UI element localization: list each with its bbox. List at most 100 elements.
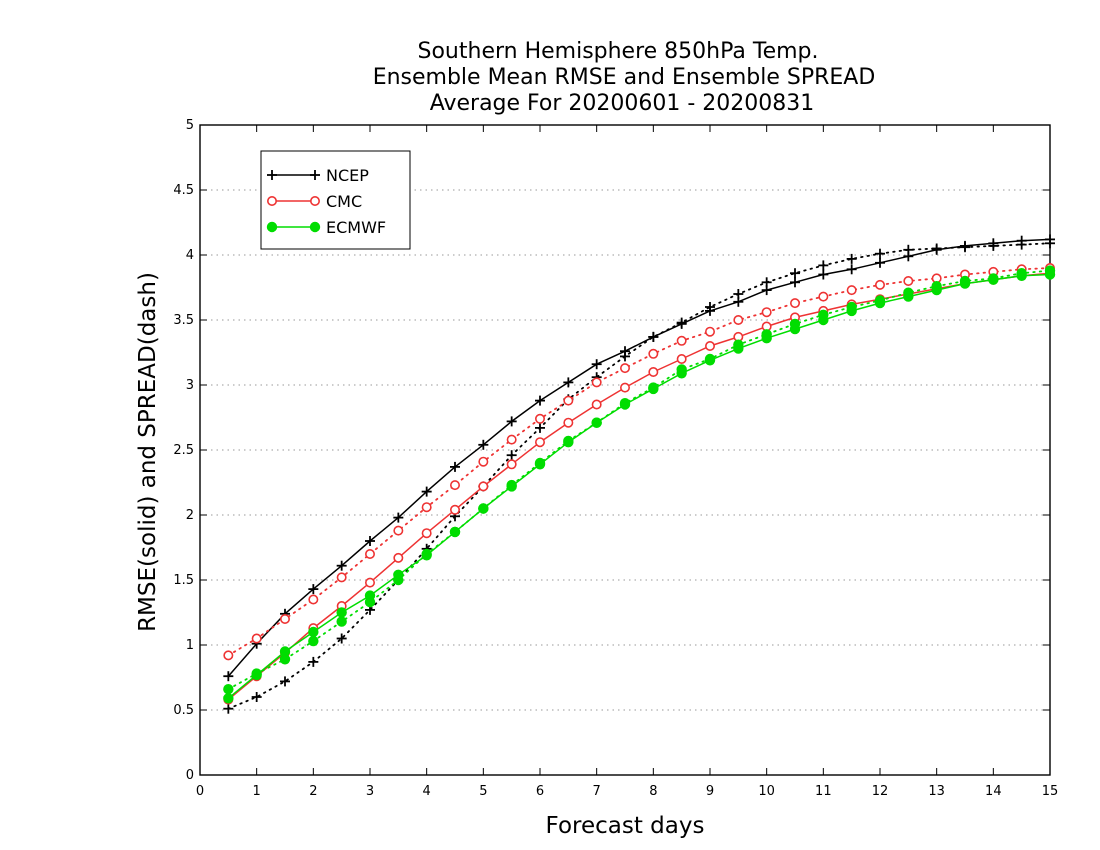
point-cmc-spread xyxy=(393,525,404,536)
legend-label-cmc: CMC xyxy=(326,192,362,211)
point-cmc-spread xyxy=(846,285,857,296)
point-cmc-spread xyxy=(676,335,687,346)
point-ecmwf-spread xyxy=(251,668,262,679)
point-cmc-spread xyxy=(789,298,800,309)
y-tick-label: 1.5 xyxy=(173,573,194,588)
point-ncep-rmse xyxy=(450,461,460,472)
point-ncep-spread xyxy=(875,248,885,259)
point-ncep-spread xyxy=(676,317,687,328)
point-ecmwf-spread xyxy=(874,295,886,306)
point-cmc-rmse xyxy=(704,340,715,351)
legend-item-ecmwf: ECMWF xyxy=(266,218,386,237)
point-ncep-spread xyxy=(336,633,347,644)
point-cmc-rmse xyxy=(534,437,545,448)
point-ecmwf-spread xyxy=(393,574,404,586)
point-ecmwf-spread xyxy=(619,398,631,409)
point-ecmwf-spread xyxy=(279,654,291,665)
y-tick-label: 4.5 xyxy=(173,183,194,198)
point-cmc-rmse xyxy=(393,552,404,563)
point-ncep-rmse xyxy=(591,359,602,370)
chart-title-line-3: Average For 20200601 - 20200831 xyxy=(430,91,815,116)
point-cmc-spread xyxy=(449,480,460,491)
legend-marker-cmc xyxy=(309,196,320,207)
series-layer xyxy=(223,234,1056,714)
point-cmc-spread xyxy=(733,314,744,325)
point-ecmwf-spread xyxy=(704,353,716,365)
legend-marker-cmc xyxy=(266,196,277,207)
point-ecmwf-spread xyxy=(591,417,602,428)
point-ecmwf-spread xyxy=(449,526,461,538)
point-ncep-rmse xyxy=(365,536,375,546)
legend-item-ncep: NCEP xyxy=(267,166,369,185)
legend-marker-ncep xyxy=(310,170,320,180)
chart-title-line-2: Ensemble Mean RMSE and Ensemble SPREAD xyxy=(373,65,876,90)
series-cmc xyxy=(223,262,1056,705)
x-tick-label: 7 xyxy=(593,784,601,799)
point-cmc-spread xyxy=(619,363,630,374)
x-tick-label: 9 xyxy=(706,784,714,799)
chart-title-line-1: Southern Hemisphere 850hPa Temp. xyxy=(418,39,819,64)
point-ncep-rmse xyxy=(790,277,800,288)
point-ecmwf-spread xyxy=(761,329,772,340)
y-tick-label: 0.5 xyxy=(173,703,194,718)
point-cmc-spread xyxy=(478,456,489,467)
point-cmc-rmse xyxy=(648,366,659,377)
point-ncep-rmse xyxy=(336,560,347,571)
point-ncep-spread xyxy=(733,289,744,299)
point-ecmwf-spread xyxy=(648,382,659,393)
point-ecmwf-rmse xyxy=(223,693,234,704)
y-tick-label: 3.5 xyxy=(173,313,194,328)
point-ecmwf-spread xyxy=(903,287,914,298)
point-ecmwf-spread xyxy=(818,309,829,321)
point-ncep-rmse xyxy=(223,671,234,682)
point-ecmwf-rmse xyxy=(308,626,319,638)
legend-label-ecmwf: ECMWF xyxy=(326,218,386,237)
x-tick-label: 5 xyxy=(479,784,487,799)
series-ecmwf-spread-line xyxy=(227,269,1051,691)
point-cmc-spread xyxy=(506,434,517,445)
x-tick-label: 4 xyxy=(423,784,431,799)
x-tick-label: 10 xyxy=(758,784,775,799)
point-ncep-rmse xyxy=(563,377,574,388)
y-tick-label: 0 xyxy=(186,768,194,783)
point-cmc-spread xyxy=(704,326,715,337)
point-ncep-spread xyxy=(535,422,545,433)
legend: NCEP CMC ECMWF xyxy=(260,150,411,250)
y-tick-label: 1 xyxy=(186,638,194,653)
point-ecmwf-spread xyxy=(364,596,376,608)
x-tick-label: 8 xyxy=(649,784,657,799)
legend-label-ncep: NCEP xyxy=(326,166,369,185)
point-cmc-rmse xyxy=(676,353,687,364)
point-ecmwf-spread xyxy=(506,479,517,491)
legend-box xyxy=(260,150,411,250)
x-tick-label: 6 xyxy=(536,784,544,799)
legend-marker-ecmwf xyxy=(309,221,321,233)
point-ncep-spread xyxy=(506,450,517,461)
point-cmc-spread xyxy=(364,548,375,559)
point-ncep-rmse xyxy=(421,486,432,497)
x-tick-label: 2 xyxy=(309,784,317,799)
point-ncep-spread xyxy=(761,277,772,288)
y-tick-label: 5 xyxy=(186,118,194,133)
point-cmc-spread xyxy=(279,613,290,624)
point-ncep-rmse xyxy=(308,584,319,595)
y-tick-label: 4 xyxy=(186,248,194,263)
point-cmc-spread xyxy=(903,275,914,286)
y-tick-label: 3 xyxy=(186,378,194,393)
point-ncep-spread xyxy=(903,244,914,255)
point-cmc-rmse xyxy=(563,417,574,428)
point-ncep-spread xyxy=(988,240,999,251)
point-ecmwf-spread xyxy=(988,273,999,284)
point-ncep-spread xyxy=(223,703,234,714)
point-ecmwf-spread xyxy=(308,635,319,647)
x-tick-label: 14 xyxy=(985,784,1002,799)
series-ncep-rmse-line xyxy=(227,238,1051,677)
point-cmc-rmse xyxy=(506,459,517,470)
point-cmc-spread xyxy=(308,594,319,605)
point-ncep-spread xyxy=(648,331,659,342)
point-cmc-spread xyxy=(761,307,772,318)
point-ncep-spread xyxy=(960,242,970,253)
point-cmc-spread xyxy=(251,633,262,644)
point-ecmwf-spread xyxy=(421,548,432,560)
